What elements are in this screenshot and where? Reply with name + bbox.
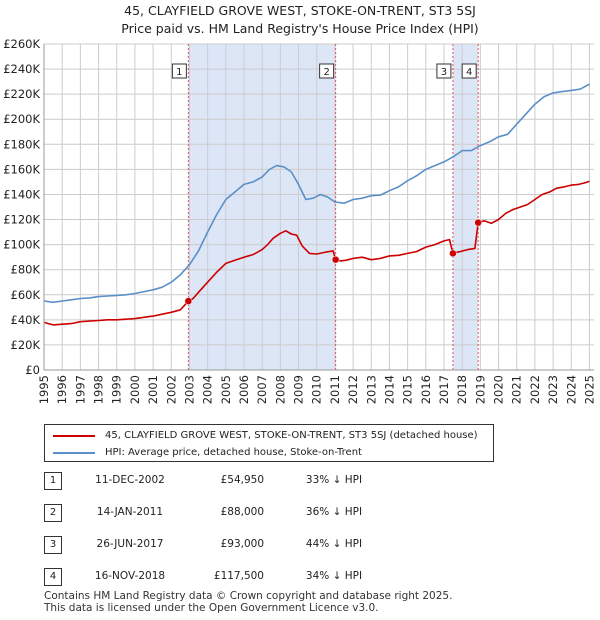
x-tick-label: 2000 bbox=[128, 375, 142, 404]
sale-marker-label: 4 bbox=[466, 67, 472, 78]
x-tick-label: 1998 bbox=[92, 375, 106, 404]
sale-point bbox=[184, 297, 193, 305]
sale-point bbox=[331, 255, 340, 264]
sale-number-badge: 1 bbox=[44, 472, 62, 490]
table-row: 2 14-JAN-2011 £88,000 36% ↓ HPI bbox=[44, 504, 444, 524]
sale-date: 11-DEC-2002 bbox=[95, 474, 165, 486]
x-tick-label: 2006 bbox=[237, 375, 251, 404]
y-tick-label: £140K bbox=[3, 187, 40, 201]
y-tick-label: £260K bbox=[3, 37, 40, 51]
x-tick-label: 1996 bbox=[55, 375, 69, 404]
x-tick-label: 2019 bbox=[473, 375, 487, 404]
x-tick-label: 2023 bbox=[546, 375, 560, 404]
x-tick-label: 2003 bbox=[182, 375, 196, 404]
y-tick-label: £180K bbox=[3, 137, 40, 151]
chart-title-block: 45, CLAYFIELD GROVE WEST, STOKE-ON-TRENT… bbox=[0, 2, 600, 38]
sale-marker-label: 3 bbox=[441, 67, 447, 78]
y-tick-label: £160K bbox=[3, 162, 40, 176]
hpi-series-line bbox=[43, 83, 590, 304]
x-tick-label: 2014 bbox=[382, 375, 396, 404]
x-tick-label: 2016 bbox=[419, 375, 433, 404]
x-tick-label: 1995 bbox=[37, 375, 51, 404]
sale-date: 16-NOV-2018 bbox=[94, 570, 166, 582]
sale-hpi-diff: 33% ↓ HPI bbox=[305, 474, 363, 486]
x-tick-label: 2024 bbox=[564, 375, 578, 404]
sale-price: £93,000 bbox=[220, 538, 264, 550]
sale-point bbox=[474, 218, 482, 227]
table-row: 1 11-DEC-2002 £54,950 33% ↓ HPI bbox=[44, 472, 444, 492]
property-series-line bbox=[43, 180, 590, 326]
x-tick-label: 2002 bbox=[164, 375, 178, 404]
x-tick-label: 2018 bbox=[455, 375, 469, 404]
sale-price: £117,500 bbox=[213, 570, 264, 582]
footer-attribution: Contains HM Land Registry data © Crown c… bbox=[44, 590, 452, 614]
table-row: 4 16-NOV-2018 £117,500 34% ↓ HPI bbox=[44, 568, 444, 588]
x-tick-label: 2012 bbox=[346, 375, 360, 404]
x-tick-label: 1997 bbox=[73, 375, 87, 404]
x-tick-label: 2025 bbox=[582, 375, 596, 404]
y-tick-label: £200K bbox=[3, 112, 40, 126]
sale-marker-box bbox=[319, 63, 335, 79]
y-tick-label: £240K bbox=[3, 62, 40, 76]
sale-marker-box bbox=[171, 63, 187, 79]
x-tick-label: 2005 bbox=[219, 375, 233, 404]
sale-marker-label: 1 bbox=[176, 67, 182, 78]
legend-label-property: 45, CLAYFIELD GROVE WEST, STOKE-ON-TRENT… bbox=[105, 430, 478, 441]
x-tick-label: 2022 bbox=[528, 375, 542, 404]
y-tick-label: £60K bbox=[11, 288, 41, 302]
footer-line-1: Contains HM Land Registry data © Crown c… bbox=[44, 590, 453, 602]
x-tick-label: 2009 bbox=[292, 375, 306, 404]
sale-number-badge: 2 bbox=[44, 504, 62, 522]
sale-price: £54,950 bbox=[220, 474, 264, 486]
sale-hpi-diff: 34% ↓ HPI bbox=[305, 570, 363, 582]
sale-number-badge: 3 bbox=[44, 536, 62, 554]
x-tick-label: 2017 bbox=[437, 375, 451, 404]
y-tick-label: £100K bbox=[3, 238, 40, 252]
x-tick-label: 2008 bbox=[273, 375, 287, 404]
shaded-span-2 bbox=[452, 44, 479, 370]
x-tick-label: 2001 bbox=[146, 375, 160, 404]
y-tick-label: £80K bbox=[11, 263, 41, 277]
x-tick-label: 2011 bbox=[328, 375, 342, 404]
x-tick-label: 2015 bbox=[401, 375, 415, 404]
y-tick-label: £0 bbox=[25, 363, 40, 377]
footer-line-2: This data is licensed under the Open Gov… bbox=[44, 602, 379, 614]
x-tick-label: 2007 bbox=[255, 375, 269, 404]
x-tick-label: 2021 bbox=[510, 375, 524, 404]
y-tick-label: £120K bbox=[3, 213, 40, 227]
legend-item-hpi: HPI: Average price, detached house, Stok… bbox=[53, 444, 362, 461]
x-tick-label: 2013 bbox=[364, 375, 378, 404]
sale-date: 14-JAN-2011 bbox=[96, 506, 164, 518]
y-tick-label: £220K bbox=[3, 87, 40, 101]
x-tick-label: 2004 bbox=[201, 375, 215, 404]
sale-price: £88,000 bbox=[220, 506, 264, 518]
sale-hpi-diff: 36% ↓ HPI bbox=[305, 506, 363, 518]
sale-marker-box bbox=[436, 63, 452, 79]
sale-hpi-diff: 44% ↓ HPI bbox=[305, 538, 363, 550]
y-tick-label: £20K bbox=[11, 338, 41, 352]
table-row: 3 26-JUN-2017 £93,000 44% ↓ HPI bbox=[44, 536, 444, 556]
sale-marker-label: 2 bbox=[323, 67, 329, 78]
x-tick-label: 2010 bbox=[310, 375, 324, 404]
legend: 45, CLAYFIELD GROVE WEST, STOKE-ON-TRENT… bbox=[44, 424, 494, 462]
chart-title: 45, CLAYFIELD GROVE WEST, STOKE-ON-TRENT… bbox=[124, 3, 476, 18]
sale-date: 26-JUN-2017 bbox=[96, 538, 164, 550]
chart-subtitle: Price paid vs. HM Land Registry's House … bbox=[121, 21, 479, 36]
y-tick-label: £40K bbox=[11, 313, 41, 327]
x-tick-label: 2020 bbox=[492, 375, 506, 404]
legend-swatch-hpi bbox=[53, 451, 95, 454]
x-tick-label: 1999 bbox=[110, 375, 124, 404]
sale-marker-box bbox=[461, 63, 477, 79]
price-chart: £0 £20K £40K £60K £80K £100K £120K £140K £160K £1… bbox=[3, 37, 596, 404]
sale-number-badge: 4 bbox=[44, 568, 62, 586]
legend-swatch-property bbox=[53, 434, 95, 437]
legend-item-property: 45, CLAYFIELD GROVE WEST, STOKE-ON-TRENT… bbox=[53, 427, 478, 444]
sale-point bbox=[449, 249, 457, 258]
legend-label-hpi: HPI: Average price, detached house, Stok… bbox=[105, 447, 362, 458]
